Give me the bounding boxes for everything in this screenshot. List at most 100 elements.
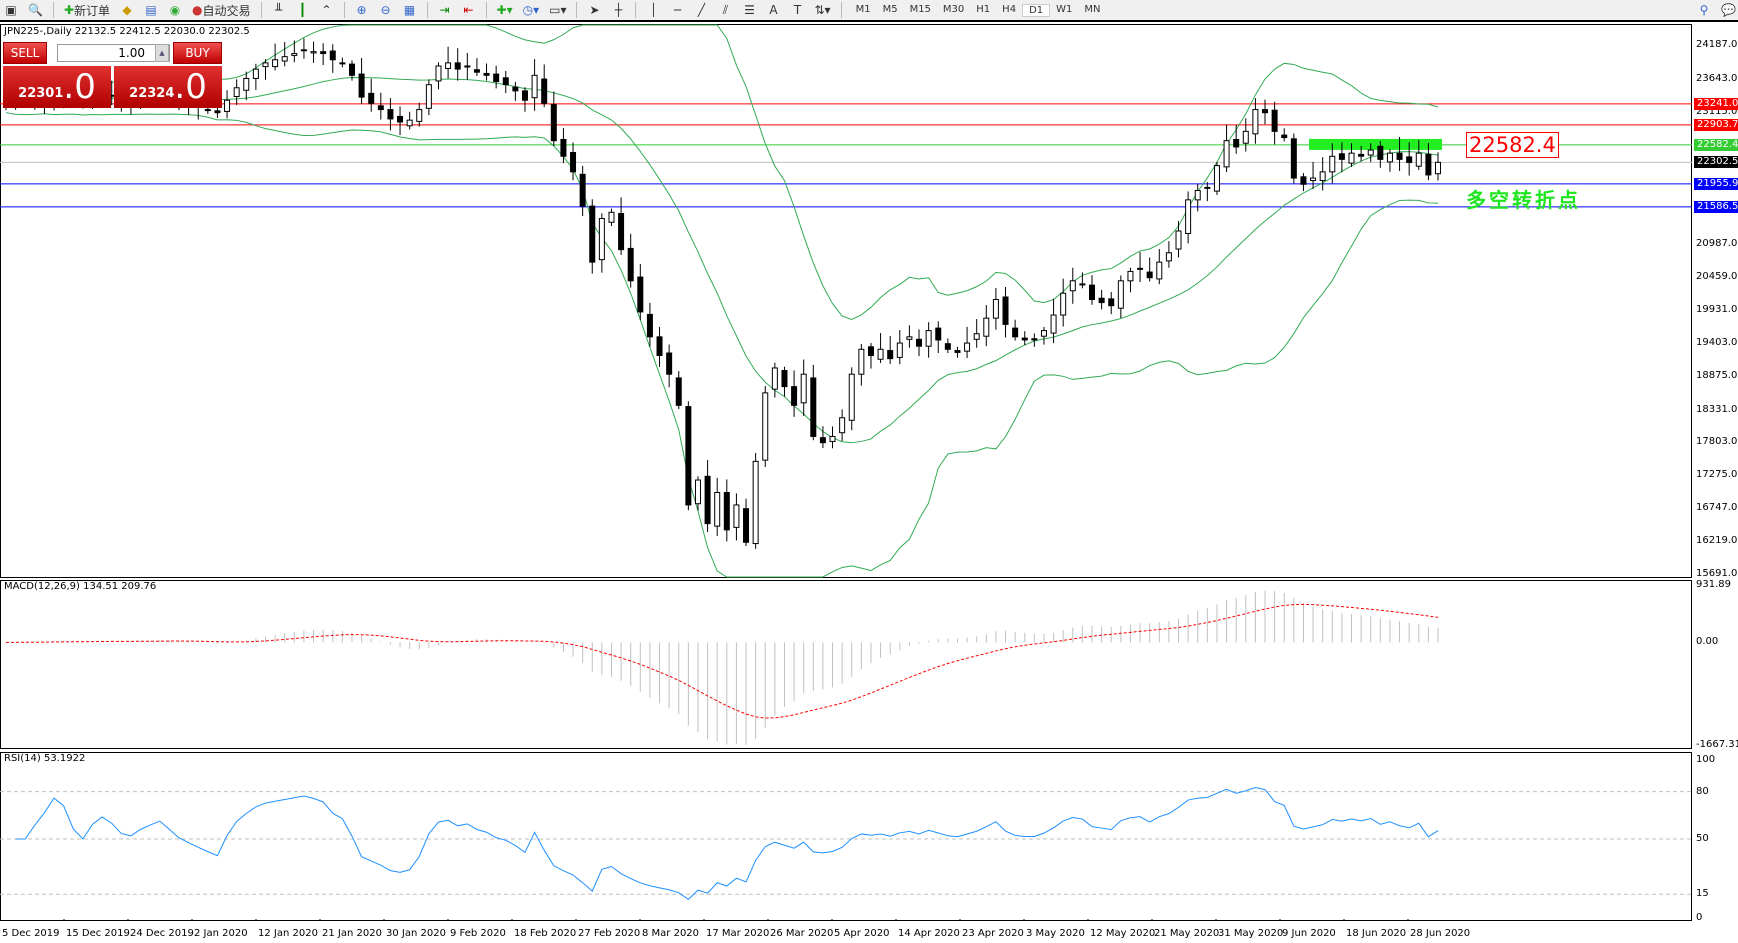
fibonacci-icon[interactable]: ☰ <box>744 3 755 17</box>
vertical-line-icon[interactable]: │ <box>649 3 658 17</box>
candle <box>493 73 500 83</box>
bollinger-upper <box>5 24 1439 321</box>
price-tick: 18331.0 <box>1696 403 1738 415</box>
trendline-icon[interactable]: ╱ <box>697 3 706 17</box>
candle <box>694 479 701 505</box>
indicators-icon[interactable]: ✚▾ <box>496 3 513 17</box>
candle <box>243 77 250 91</box>
timeframe-mn[interactable]: MN <box>1084 3 1101 15</box>
candle <box>656 336 663 357</box>
timeframe-m1[interactable]: M1 <box>855 3 871 15</box>
candle <box>1098 297 1105 304</box>
candle <box>1300 176 1307 185</box>
date-tick: 21 May 2020 <box>1154 928 1220 939</box>
chart-shift-icon[interactable]: ⇤ <box>463 3 474 17</box>
crosshair-icon[interactable]: ┼ <box>614 3 623 17</box>
timeframe-h4[interactable]: H4 <box>1002 3 1017 15</box>
sell-button[interactable]: SELL <box>3 42 47 64</box>
candle <box>1156 261 1163 280</box>
navigator-icon[interactable]: ▤ <box>145 3 157 17</box>
candle <box>733 504 740 528</box>
cursor-icon[interactable]: ➤ <box>589 3 600 17</box>
candle <box>550 104 557 142</box>
date-tick: 24 Dec 2019 <box>130 928 194 939</box>
price-tick: 20987.0 <box>1696 238 1738 250</box>
candle <box>858 348 865 375</box>
periods-icon[interactable]: ◷▾ <box>522 3 540 17</box>
metaeditor-icon[interactable]: ◆ <box>122 3 132 17</box>
candle <box>1002 296 1009 325</box>
search-icon[interactable]: ⚲ <box>1699 3 1709 17</box>
candle <box>1367 149 1374 156</box>
channel-icon[interactable]: ⫽ <box>722 2 729 17</box>
candle <box>425 84 432 109</box>
auto-scroll-icon[interactable]: ⇥ <box>439 3 450 17</box>
price-tick: 15691.0 <box>1696 568 1738 579</box>
timeframe-d1[interactable]: D1 <box>1022 3 1051 17</box>
auto-trading-button[interactable]: ● 自动交易 <box>192 3 251 18</box>
bar-chart-icon[interactable]: ╨ <box>274 3 283 17</box>
candle <box>377 105 384 111</box>
signals-icon[interactable]: ◉ <box>169 3 181 17</box>
arrows-icon[interactable]: ⇅▾ <box>814 3 831 17</box>
print-preview-icon[interactable]: 🔍 <box>28 3 43 17</box>
candle <box>406 119 413 127</box>
divider <box>485 2 487 18</box>
sell-price-button[interactable]: 22301.0 <box>3 66 111 108</box>
tile-windows-icon[interactable]: ▦ <box>403 3 416 17</box>
buy-button[interactable]: BUY <box>173 42 222 64</box>
price-level-tag: 21955.9 <box>1694 177 1738 190</box>
price-chart[interactable] <box>0 24 1738 921</box>
candle <box>791 386 798 406</box>
horizontal-line-icon[interactable]: ─ <box>673 3 682 17</box>
price-tick: 19403.0 <box>1696 336 1738 348</box>
window-icon[interactable]: ▣ <box>5 3 17 17</box>
candle <box>1262 109 1269 114</box>
line-chart-icon[interactable]: ⌃ <box>321 3 332 17</box>
timeframe-m5[interactable]: M5 <box>882 3 898 15</box>
candle <box>281 56 288 62</box>
candle <box>867 346 874 357</box>
lot-increase-button[interactable]: ▲ <box>155 44 169 62</box>
candle <box>454 62 461 70</box>
time-axis: 5 Dec 2019 15 Dec 2019 24 Dec 2019 2 Jan 20… <box>0 921 1692 943</box>
candle <box>1386 152 1393 163</box>
candlestick-icon[interactable]: ┃ <box>298 3 307 17</box>
candle <box>1079 283 1086 286</box>
candle <box>1069 280 1076 292</box>
toolbar: ▣ 🔍 ✚ 新订单 ◆ ▤ ◉ ● 自动交易 ╨ ┃ ⌃ ⊕ ⊖ ▦ ⇥ ⇤ ✚▾ … <box>0 0 1738 22</box>
candle <box>320 51 327 55</box>
timeframe-h1[interactable]: H1 <box>976 3 991 15</box>
zoom-in-icon[interactable]: ⊕ <box>356 3 367 17</box>
lot-size-input[interactable]: 1.00 <box>57 44 170 62</box>
candle <box>743 508 750 543</box>
candle <box>618 213 625 251</box>
buy-price-button[interactable]: 22324.0 <box>114 66 222 108</box>
text-icon[interactable]: A <box>769 3 778 17</box>
date-tick: 2 Jan 2020 <box>194 928 248 939</box>
candle <box>1204 186 1211 189</box>
candle <box>608 211 615 223</box>
new-order-button[interactable]: ✚ 新订单 <box>63 3 111 18</box>
candle <box>483 72 490 76</box>
timeframe-m30[interactable]: M30 <box>942 3 965 15</box>
zoom-out-icon[interactable]: ⊖ <box>380 3 391 17</box>
candle <box>848 373 855 421</box>
candle <box>771 367 778 390</box>
candle <box>1012 327 1019 338</box>
templates-icon[interactable]: ▭▾ <box>549 3 567 17</box>
candle <box>1271 109 1278 132</box>
candle <box>204 109 211 112</box>
macd-label: MACD(12,26,9) 134.51 209.76 <box>4 581 157 592</box>
timeframe-m15[interactable]: M15 <box>909 3 931 15</box>
chat-icon[interactable]: 💬 <box>1721 3 1736 17</box>
candle <box>1242 130 1249 144</box>
candle <box>896 342 903 358</box>
candle <box>1146 271 1153 279</box>
candle <box>1406 156 1413 163</box>
text-label-icon[interactable]: T <box>793 3 802 17</box>
candle <box>887 350 894 360</box>
timeframe-w1[interactable]: W1 <box>1056 3 1073 15</box>
price-tick: 18875.0 <box>1696 369 1738 381</box>
main-pane-frame <box>0 24 1692 578</box>
